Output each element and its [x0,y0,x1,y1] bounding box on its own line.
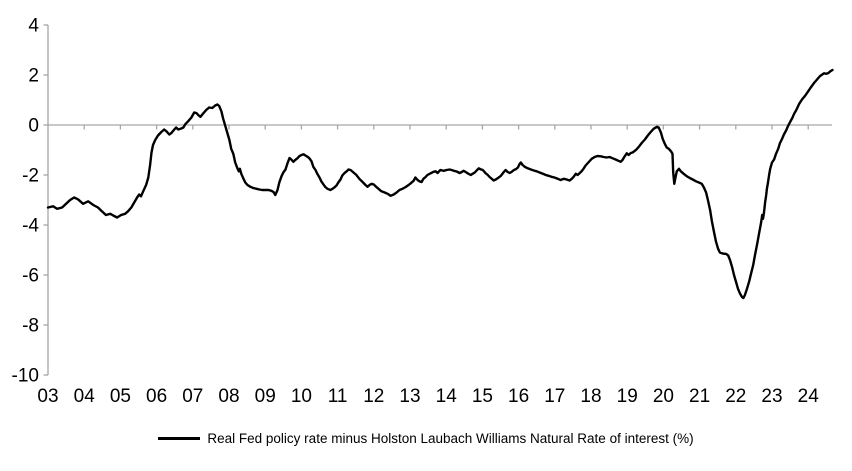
x-axis-tick-label: 23 [761,386,782,407]
x-axis-tick-label: 13 [399,386,420,407]
y-axis-tick-label: -2 [22,166,39,187]
y-axis-tick-label: 2 [28,66,39,87]
x-axis-tick-label: 18 [580,386,601,407]
y-axis-tick-label: 4 [28,16,39,37]
x-axis-tick-label: 17 [544,386,565,407]
x-axis-tick-label: 10 [291,386,312,407]
x-axis-tick-label: 06 [146,386,167,407]
x-axis-tick-label: 03 [37,386,58,407]
x-axis-tick-label: 12 [363,386,384,407]
legend-line-sample [158,437,201,440]
x-axis-tick-label: 04 [74,386,96,407]
y-axis-tick-label: -10 [12,366,39,387]
y-axis-tick-label: -6 [22,266,39,287]
series-line [46,68,834,300]
x-axis-tick-label: 11 [328,386,348,407]
y-axis-tick-label: -4 [22,216,39,237]
x-axis-tick-label: 14 [436,386,458,407]
x-axis-tick-label: 08 [218,386,239,407]
x-axis-tick-label: 07 [182,386,203,407]
x-axis-tick-label: 09 [255,386,276,407]
y-axis-tick-label: 0 [28,116,39,137]
x-axis-tick-label: 05 [110,386,131,407]
x-axis-tick-label: 16 [508,386,529,407]
x-axis-tick-label: 19 [617,386,638,407]
x-axis-tick-label: 22 [725,386,746,407]
x-axis-tick-label: 20 [653,386,674,407]
y-axis-tick-label: -8 [22,316,39,337]
x-axis-tick-label: 21 [689,386,710,407]
x-axis-tick-label: 24 [798,386,820,407]
x-axis-tick-label: 15 [472,386,493,407]
legend: Real Fed policy rate minus Holston Lauba… [0,431,852,446]
legend-label: Real Fed policy rate minus Holston Lauba… [207,431,694,446]
